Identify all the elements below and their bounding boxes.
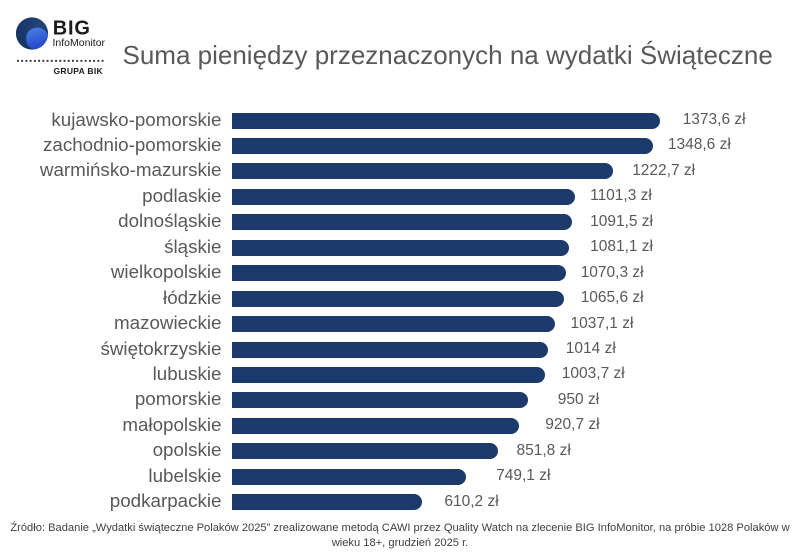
svg-text:BIG: BIG xyxy=(53,18,91,40)
svg-text:GRUPA BIK: GRUPA BIK xyxy=(54,66,104,76)
svg-text:InfoMonitor: InfoMonitor xyxy=(53,37,106,49)
